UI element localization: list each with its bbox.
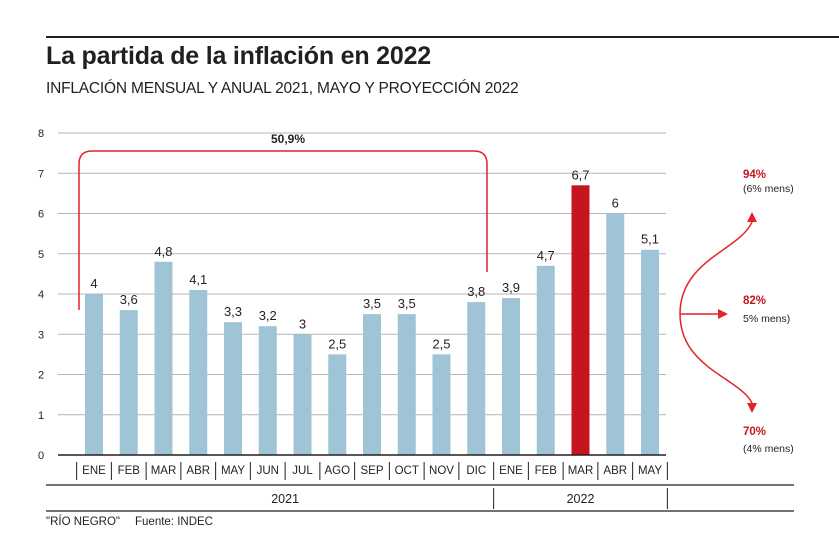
arrow-up-icon	[747, 212, 757, 222]
value-label: 3,5	[363, 296, 381, 311]
projection-arrows	[679, 212, 757, 413]
bar-ene-12	[502, 298, 520, 455]
y-tick-label: 8	[38, 128, 44, 140]
value-label: 2,5	[432, 336, 450, 351]
month-label: MAY	[221, 465, 245, 477]
value-label: 4	[90, 276, 97, 291]
projection-low-monthly: (4% mens)	[743, 443, 794, 455]
year-label: 2022	[567, 492, 595, 506]
annual-bracket	[78, 150, 488, 310]
month-label: SEP	[360, 465, 383, 477]
bar-may-16	[641, 249, 659, 455]
value-label: 6,7	[571, 167, 589, 182]
bar-dic-11	[467, 302, 486, 455]
bar-jun-5	[258, 326, 277, 455]
month-label: ABR	[186, 465, 210, 477]
projection-high-monthly: (6% mens)	[743, 183, 794, 195]
year-axis: 2021 2022	[46, 484, 794, 512]
month-label: JUN	[257, 465, 279, 477]
value-label: 3,3	[224, 304, 242, 319]
y-tick-label: 3	[38, 329, 44, 341]
value-label: 4,1	[189, 272, 207, 287]
value-label: 5,1	[641, 232, 659, 247]
projection-high-annual: 94%	[743, 169, 766, 181]
projection-mid-annual: 82%	[743, 295, 766, 307]
month-label: ABR	[603, 465, 627, 477]
bar-mar-2	[154, 261, 173, 455]
bar-ago-7	[328, 354, 347, 455]
bar-oct-9	[397, 314, 416, 455]
bar-nov-10	[432, 354, 451, 455]
value-label: 6	[612, 196, 619, 211]
annual-bracket-label: 50,9%	[271, 132, 305, 146]
y-tick-label: 0	[38, 450, 44, 462]
month-label: AGO	[324, 465, 350, 477]
y-tick-label: 7	[38, 168, 44, 180]
month-label: ENE	[499, 465, 523, 477]
month-label: FEB	[118, 465, 141, 477]
bar-mar-14	[571, 185, 590, 455]
year-label: 2021	[271, 492, 299, 506]
chart-subtitle: INFLACIÓN MENSUAL Y ANUAL 2021, MAYO Y P…	[46, 80, 519, 97]
y-tick-label: 1	[38, 410, 44, 422]
month-label: MAR	[568, 465, 594, 477]
bar-sep-8	[363, 314, 381, 455]
footer-credit: "RÍO NEGRO"	[46, 516, 120, 528]
value-label: 4,7	[537, 248, 555, 263]
y-tick-label: 2	[38, 370, 44, 382]
month-labels: ENE FEB MAR ABR MAY JUN JUL AGO SEP OCT NOV DIC ENE F…	[76, 462, 668, 480]
top-rule	[46, 36, 839, 38]
arrow-down-icon	[747, 403, 757, 413]
projection-mid-monthly: 5% mens)	[743, 313, 790, 325]
bar-feb-1	[119, 310, 138, 455]
projection-low-annual: 70%	[743, 426, 766, 438]
value-label: 3,5	[398, 296, 416, 311]
bar-feb-13	[536, 265, 555, 455]
bar-ene-0	[85, 294, 103, 455]
bar-abr-15	[606, 213, 625, 455]
month-label: MAR	[151, 465, 177, 477]
value-label: 3,8	[467, 284, 485, 299]
projection-curve-down	[679, 313, 753, 404]
value-label: 2,5	[328, 336, 346, 351]
value-label: 3,6	[120, 292, 138, 307]
footer-source: Fuente: INDEC	[135, 516, 213, 528]
month-label: DIC	[466, 465, 486, 477]
value-label: 3,9	[502, 280, 520, 295]
arrow-right-icon	[718, 309, 728, 319]
month-label: JUL	[292, 465, 313, 477]
projection-labels: 94% (6% mens) 82% 5% mens) 70% (4% mens)	[743, 169, 794, 455]
month-label: ENE	[82, 465, 106, 477]
bars	[85, 185, 659, 455]
month-label: FEB	[535, 465, 558, 477]
bar-jul-6	[293, 334, 312, 455]
month-label: MAY	[638, 465, 662, 477]
y-tick-label: 4	[38, 289, 44, 301]
month-label: OCT	[395, 465, 419, 477]
y-tick-label: 5	[38, 249, 44, 261]
y-tick-label: 6	[38, 209, 44, 221]
month-label: NOV	[429, 465, 454, 477]
bar-may-4	[224, 322, 242, 455]
value-label: 3	[299, 316, 306, 331]
bar-abr-3	[189, 289, 208, 455]
value-labels: 4 3,6 4,8 4,1 3,3 3,2 3 2,5 3,5 3,5 2,5 3,8 3,9 4,7 6,…	[90, 167, 659, 351]
value-label: 4,8	[154, 244, 172, 259]
y-axis-ticks: 0 1 2 3 4 5 6 7 8	[38, 128, 44, 462]
projection-curve-up	[679, 221, 753, 315]
value-label: 3,2	[259, 308, 277, 323]
chart-title: La partida de la inflación en 2022	[46, 42, 431, 70]
